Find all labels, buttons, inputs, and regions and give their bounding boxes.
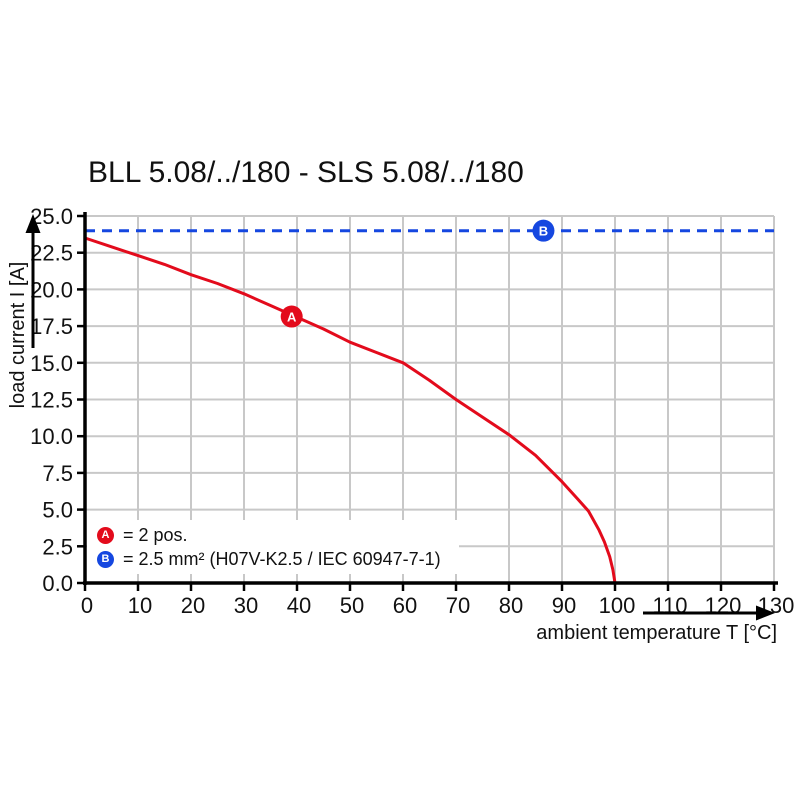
- svg-text:7.5: 7.5: [42, 461, 73, 486]
- svg-text:17.5: 17.5: [30, 314, 73, 339]
- svg-text:10: 10: [128, 593, 152, 618]
- y-axis-arrow-icon: [25, 214, 41, 348]
- svg-text:12.5: 12.5: [30, 388, 73, 413]
- chart-legend: A = 2 pos. B = 2.5 mm² (H07V-K2.5 / IEC …: [87, 520, 459, 574]
- svg-text:40: 40: [287, 593, 311, 618]
- svg-text:60: 60: [393, 593, 417, 618]
- svg-text:80: 80: [499, 593, 523, 618]
- marker-a: A: [280, 305, 303, 328]
- svg-text:50: 50: [340, 593, 364, 618]
- marker-b: B: [532, 219, 555, 242]
- y-tick-labels: 0.0 2.5 5.0 7.5 10.0 12.5 15.0 17.5 20.0 22.5 25.0: [30, 204, 73, 596]
- svg-text:5.0: 5.0: [42, 498, 73, 523]
- chart-title: BLL 5.08/../180 - SLS 5.08/../180: [88, 156, 524, 189]
- legend-label-b: = 2.5 mm² (H07V-K2.5 / IEC 60947-7-1): [123, 549, 441, 569]
- marker-b-label: B: [539, 224, 548, 239]
- svg-text:0.0: 0.0: [42, 571, 73, 596]
- legend-marker-b-icon: B: [97, 550, 114, 568]
- svg-text:70: 70: [446, 593, 470, 618]
- marker-a-label: A: [287, 310, 297, 325]
- x-axis-arrow-icon: [643, 605, 775, 621]
- svg-text:90: 90: [552, 593, 576, 618]
- svg-text:20: 20: [181, 593, 205, 618]
- legend-item-a: A = 2 pos.: [97, 526, 459, 544]
- legend-item-b: B = 2.5 mm² (H07V-K2.5 / IEC 60947-7-1): [97, 550, 459, 568]
- y-axis-title: load current I [A]: [7, 261, 29, 409]
- x-axis-title: ambient temperature T [°C]: [536, 622, 777, 644]
- series-a-line: [84, 236, 617, 584]
- legend-marker-a-icon: A: [97, 526, 114, 544]
- svg-text:30: 30: [234, 593, 258, 618]
- axis-ticks: [77, 214, 776, 591]
- svg-text:20.0: 20.0: [30, 277, 73, 302]
- svg-text:2.5: 2.5: [42, 534, 73, 559]
- svg-text:10.0: 10.0: [30, 424, 73, 449]
- svg-text:15.0: 15.0: [30, 351, 73, 376]
- x-tick-labels: 0 10 20 30 40 50 60 70 80 90 100 110 120 130: [81, 593, 794, 618]
- svg-text:25.0: 25.0: [30, 204, 73, 229]
- svg-text:22.5: 22.5: [30, 241, 73, 266]
- svg-text:0: 0: [81, 593, 93, 618]
- svg-text:100: 100: [599, 593, 636, 618]
- legend-label-a: = 2 pos.: [123, 525, 188, 545]
